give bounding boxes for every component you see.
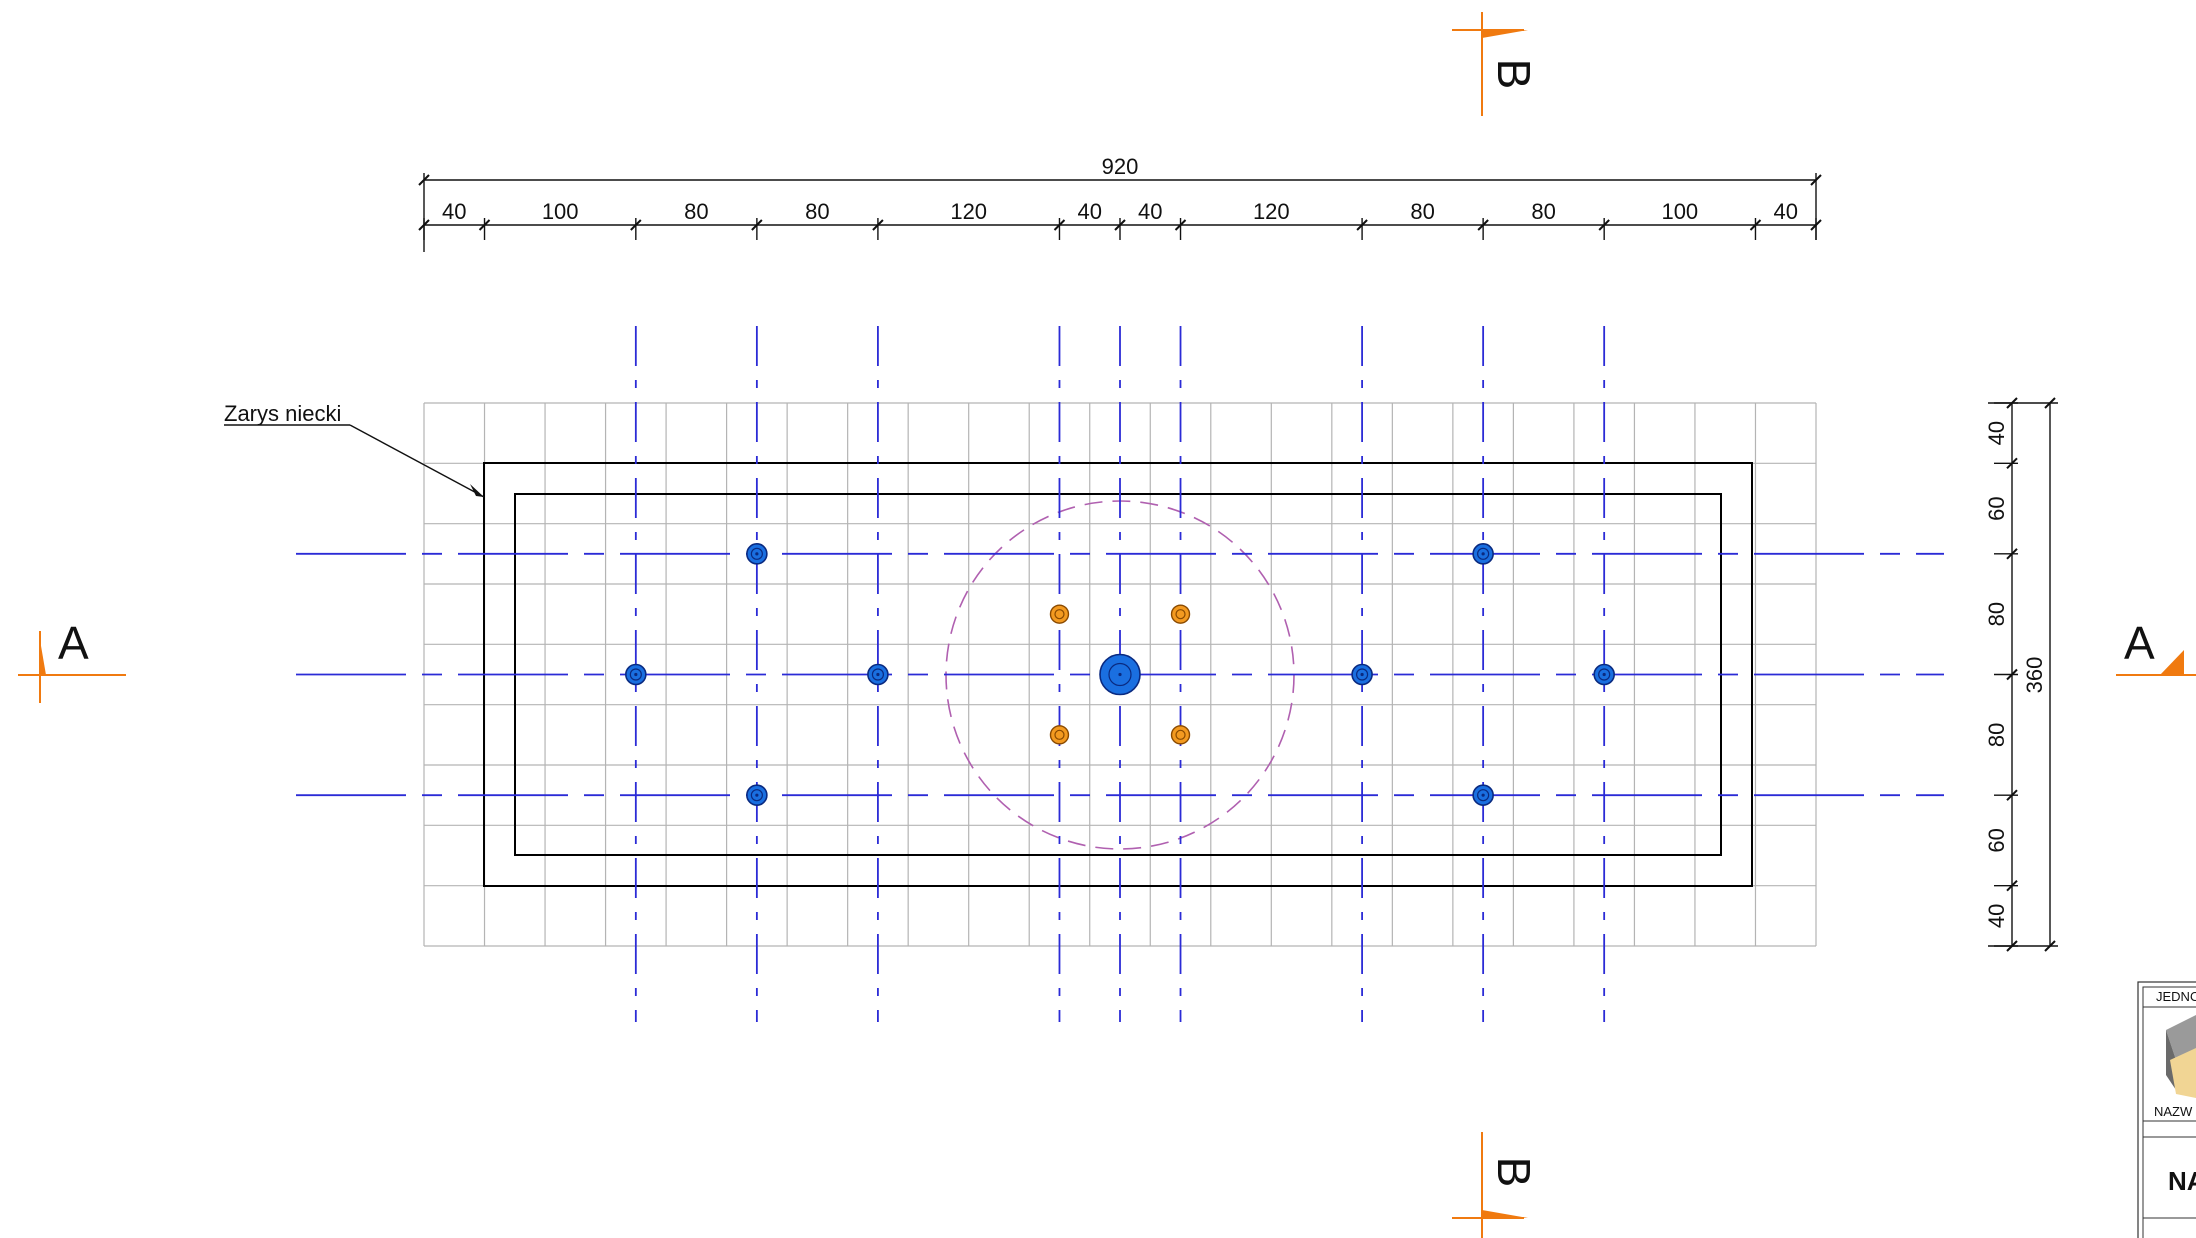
callout-arrowhead	[470, 484, 484, 497]
axis-lines	[296, 326, 1944, 1022]
massage-nozzle	[1049, 604, 1070, 624]
dimension-segment-label: 40	[1984, 904, 2009, 928]
callout-label: Zarys niecki	[224, 401, 341, 426]
dimension-segment-label: 80	[684, 199, 708, 224]
dimension-labels-vertical: 40 60 80 80 60 40	[1984, 421, 2009, 928]
company-logo	[2166, 1015, 2196, 1098]
dimension-segment-label: 80	[1984, 602, 2009, 626]
title-block-unit-label: JEDNO	[2156, 989, 2196, 1004]
dimension-overall-horizontal: 920	[1102, 154, 1139, 179]
dimension-segment-label: 40	[1773, 199, 1797, 224]
section-label-b-top: B	[1488, 59, 1540, 90]
title-block: JEDNO NAZW NA	[2137, 981, 2196, 1238]
massage-nozzle	[1049, 725, 1070, 745]
dimension-segment-label: 60	[1984, 496, 2009, 520]
section-marker-a-left: A	[18, 617, 126, 703]
section-marker-b-bottom: B	[1452, 1132, 1540, 1238]
massage-nozzle	[1170, 604, 1191, 624]
dimension-segment-label: 80	[1531, 199, 1555, 224]
inlet-fitting	[1593, 663, 1615, 686]
inlet-fitting	[746, 543, 768, 565]
dimension-segment-label: 40	[1984, 421, 2009, 445]
dimension-chain-horizontal	[418, 173, 1822, 252]
inlet-fitting	[1472, 543, 1494, 565]
inlet-fitting	[625, 663, 647, 686]
section-label-a-right: A	[2124, 617, 2155, 669]
fittings	[625, 543, 1615, 806]
massage-nozzle	[1170, 725, 1191, 745]
dimension-segment-label: 80	[1984, 723, 2009, 747]
inlet-fitting	[1351, 663, 1373, 686]
inlet-fitting	[1472, 784, 1494, 806]
dimension-segment-label: 120	[1253, 199, 1290, 224]
inlet-fitting	[867, 663, 889, 686]
dimension-segment-label: 80	[805, 199, 829, 224]
dimension-overall-vertical: 360	[2022, 657, 2047, 694]
section-marker-b-top: B	[1452, 12, 1540, 116]
dimension-segment-label: 100	[1661, 199, 1698, 224]
title-block-name-label: NAZW	[2154, 1104, 2193, 1119]
main-drain-fitting	[1099, 653, 1141, 696]
dimension-segment-label: 40	[442, 199, 466, 224]
dimension-segment-label: 40	[1138, 199, 1162, 224]
dimension-segment-label: 40	[1077, 199, 1101, 224]
section-label-a-left: A	[58, 617, 89, 669]
dimension-segment-label: 60	[1984, 828, 2009, 852]
dimension-segment-label: 100	[542, 199, 579, 224]
dimension-segment-label: 120	[950, 199, 987, 224]
dimension-segment-label: 80	[1410, 199, 1434, 224]
title-block-name-value: NA	[2168, 1166, 2196, 1196]
section-label-b-bottom: B	[1488, 1157, 1540, 1188]
dimension-chain-vertical	[1988, 397, 2058, 952]
section-marker-a-right: A	[2116, 617, 2196, 676]
inlet-fitting	[746, 784, 768, 806]
callout-leader	[349, 424, 485, 498]
dimension-labels-horizontal: 40 100 80 80 120 40 40 120 80 80 100 40	[442, 199, 1798, 224]
